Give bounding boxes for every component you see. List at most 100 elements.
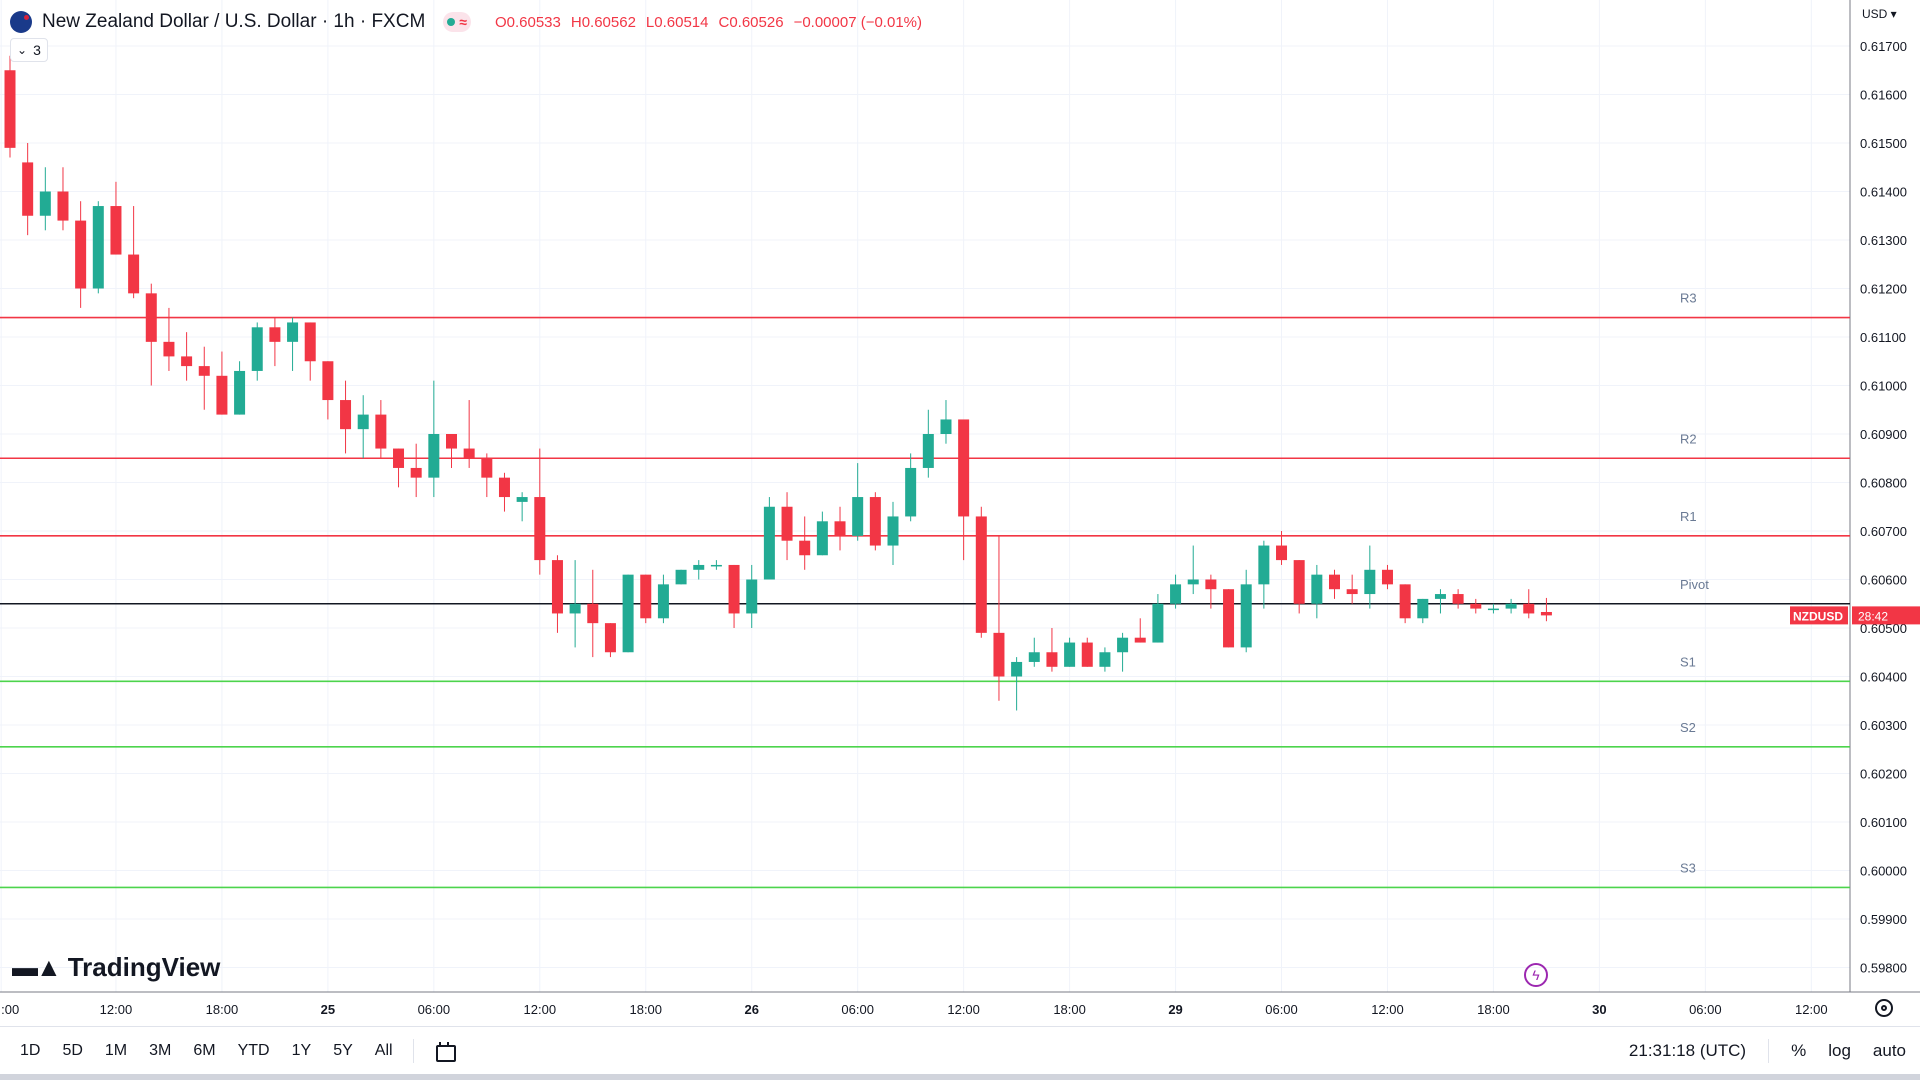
- candle-body: [1381, 569, 1393, 585]
- candle-body: [852, 497, 864, 536]
- candle-body: [375, 414, 387, 449]
- timeframe-ytd[interactable]: YTD: [237, 1042, 270, 1059]
- price-tick-label: 0.61200: [1860, 282, 1907, 297]
- price-tick-label: 0.61300: [1860, 233, 1907, 248]
- candle-body: [887, 516, 899, 546]
- ohlc-open: O0.60533: [494, 13, 561, 31]
- candle-body: [834, 521, 846, 536]
- candle-body: [304, 322, 316, 362]
- toolbar-divider: [412, 1039, 414, 1063]
- time-tick-label: 06:00: [1265, 1002, 1298, 1017]
- candle-body: [269, 327, 281, 342]
- candle-body: [604, 623, 616, 653]
- candle-body: [1417, 598, 1429, 619]
- price-tick-label: 0.60300: [1860, 718, 1907, 733]
- timeframe-1m[interactable]: 1M: [104, 1042, 128, 1059]
- timeframe-5d[interactable]: 5D: [62, 1042, 83, 1059]
- candle-body: [534, 497, 546, 561]
- time-tick-label: 18:00: [629, 1002, 662, 1017]
- candle-body: [1205, 579, 1217, 590]
- level-label-s2: S2: [1680, 720, 1696, 735]
- toolbar-right: 21:31:18 (UTC) % log auto: [1629, 1039, 1920, 1063]
- timeframe-1d[interactable]: 1D: [20, 1042, 41, 1059]
- level-label-s1: S1: [1680, 654, 1696, 669]
- price-chart[interactable]: 0.61700 0.61600 0.61500 0.61400 0.61300 0.612…: [0, 0, 1920, 1026]
- candle-body: [640, 574, 652, 619]
- time-tick-label: 18:00: [1477, 1002, 1510, 1017]
- price-tick-label: 0.59900: [1860, 912, 1907, 927]
- time-tick-label: 12:00: [100, 1002, 133, 1017]
- ohlc-close: C0.60526: [718, 13, 784, 31]
- candle-body: [110, 206, 122, 255]
- candle-body: [1329, 574, 1340, 590]
- time-tick-label: 06:00: [841, 1002, 874, 1017]
- candle-body: [1434, 594, 1446, 599]
- time-tick-label: :00: [1, 1002, 19, 1017]
- price-tick-label: 0.61600: [1860, 88, 1907, 103]
- indicators-toggle[interactable]: ⌄ 3: [10, 38, 48, 62]
- candle-body: [922, 434, 934, 468]
- level-label-r3: R3: [1680, 291, 1697, 306]
- level-label-pivot: Pivot: [1680, 577, 1709, 592]
- timeframe-all[interactable]: All: [374, 1042, 393, 1059]
- time-tick-label: 06:00: [1689, 1002, 1722, 1017]
- price-tick-label: 0.60900: [1860, 427, 1907, 442]
- price-tick-label: 0.60400: [1860, 670, 1907, 685]
- tradingview-logo[interactable]: ▬▲ TradingView: [12, 952, 220, 983]
- candle-body: [1170, 584, 1182, 604]
- auto-scale-toggle[interactable]: auto: [1872, 1041, 1906, 1060]
- candle-body: [1099, 652, 1111, 667]
- ohlc-low: L0.60514: [645, 13, 709, 31]
- price-tick-label: 0.61100: [1860, 330, 1906, 345]
- candle-body: [516, 497, 528, 502]
- utc-clock[interactable]: 21:31:18 (UTC): [1628, 1041, 1747, 1060]
- price-tick-label: 0.61000: [1860, 379, 1907, 394]
- level-label-r2: R2: [1680, 431, 1697, 446]
- candle-body: [781, 506, 793, 541]
- candle-body: [693, 564, 705, 570]
- candle-body: [1028, 652, 1040, 662]
- candle-body: [234, 370, 246, 415]
- time-tick-label: 12:00: [947, 1002, 980, 1017]
- level-label-r1: R1: [1680, 509, 1697, 524]
- candle-body: [340, 400, 352, 430]
- candle-body: [251, 327, 263, 371]
- chart-header: New Zealand Dollar / U.S. Dollar · 1h · …: [10, 8, 922, 36]
- timeframe-3m[interactable]: 3M: [149, 1042, 172, 1059]
- candle-body: [481, 458, 493, 478]
- candle-body: [587, 603, 599, 624]
- settings-gear-icon[interactable]: [1875, 999, 1893, 1017]
- candle-body: [763, 506, 775, 580]
- calendar-range-icon[interactable]: [434, 1042, 456, 1062]
- timeframe-1y[interactable]: 1Y: [291, 1042, 312, 1059]
- candle-body: [1223, 589, 1235, 648]
- currency-label[interactable]: USD ▾: [1862, 7, 1897, 21]
- candle-body: [446, 434, 457, 449]
- percent-scale-toggle[interactable]: %: [1791, 1041, 1807, 1060]
- price-tick-label: 0.60000: [1860, 864, 1907, 879]
- lightning-icon[interactable]: ϟ: [1524, 963, 1548, 987]
- candle-body: [816, 521, 828, 556]
- candle-body: [1399, 584, 1411, 619]
- candle-body: [1293, 560, 1305, 604]
- candle-body: [1487, 608, 1499, 611]
- candle-body: [975, 516, 987, 633]
- price-tick-label: 0.60200: [1860, 767, 1907, 782]
- candle-body: [1240, 584, 1252, 648]
- time-tick-label: 06:00: [418, 1002, 451, 1017]
- candle-body: [1117, 637, 1129, 653]
- price-tick-label: 0.59800: [1860, 961, 1907, 976]
- log-scale-toggle[interactable]: log: [1828, 1041, 1851, 1060]
- market-status-pills[interactable]: ≈: [443, 12, 471, 32]
- candle-body: [145, 293, 157, 342]
- timeframe-5y[interactable]: 5Y: [333, 1042, 353, 1059]
- candle-body: [198, 366, 210, 376]
- symbol-title[interactable]: New Zealand Dollar / U.S. Dollar · 1h · …: [42, 11, 426, 32]
- time-tick-label: 25: [321, 1002, 335, 1017]
- candle-body: [1346, 589, 1358, 595]
- timeframe-6m[interactable]: 6M: [193, 1042, 216, 1059]
- candle-body: [551, 560, 563, 614]
- candle-body: [1276, 545, 1288, 561]
- logo-text: TradingView: [67, 952, 221, 982]
